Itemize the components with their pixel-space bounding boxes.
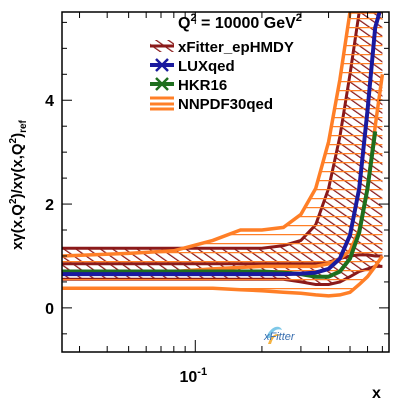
legend-label: HKR16 bbox=[178, 77, 227, 94]
band-lower-nnpdf30qed bbox=[62, 255, 384, 298]
legend: Q2 = 10000 GeV2 xFitter_epHMDY LUXqed HKR1… bbox=[150, 12, 302, 113]
line-luxqed bbox=[62, 12, 382, 277]
y-axis-ticks: 0 2 4 bbox=[45, 21, 389, 335]
series-luxqed bbox=[62, 12, 382, 277]
series-layer bbox=[62, 12, 385, 298]
legend-cross-b bbox=[155, 77, 169, 91]
band-nnpdf30qed bbox=[62, 12, 383, 296]
legend-title: Q2 = 10000 GeV2 bbox=[178, 12, 302, 32]
legend-entry-nnpdf30qed: NNPDF30qed bbox=[150, 96, 273, 113]
plot-area bbox=[62, 12, 385, 298]
legend-cross-b bbox=[155, 58, 169, 72]
legend-label: LUXqed bbox=[178, 58, 235, 75]
y-tick-label: 2 bbox=[45, 197, 54, 214]
x-axis-label: x bbox=[372, 385, 381, 402]
legend-entry-xfitter-ephmdy: xFitter_epHMDY bbox=[150, 39, 294, 56]
y-tick-label: 4 bbox=[45, 93, 54, 110]
y-tick-label: 0 bbox=[45, 301, 54, 318]
logo-swirl-inner bbox=[268, 334, 280, 344]
legend-entry-hkr16: HKR16 bbox=[150, 77, 227, 94]
plot-frame bbox=[61, 11, 390, 353]
x-axis-ticks: 10-1 bbox=[79, 12, 383, 386]
legend-entry-luxqed: LUXqed bbox=[150, 58, 235, 75]
band-upper-nnpdf30qed bbox=[62, 12, 383, 258]
logo-swirl bbox=[266, 326, 282, 338]
xfitter-logo: xFitter bbox=[263, 326, 296, 344]
logo-text: xFitter bbox=[263, 331, 296, 343]
legend-label: NNPDF30qed bbox=[178, 96, 273, 113]
legend-label: xFitter_epHMDY bbox=[178, 39, 294, 56]
y-axis-label: xγ(x,Q2)/xγ(x,Q2)ref bbox=[8, 119, 29, 249]
x-tick-label: 10-1 bbox=[179, 366, 207, 386]
